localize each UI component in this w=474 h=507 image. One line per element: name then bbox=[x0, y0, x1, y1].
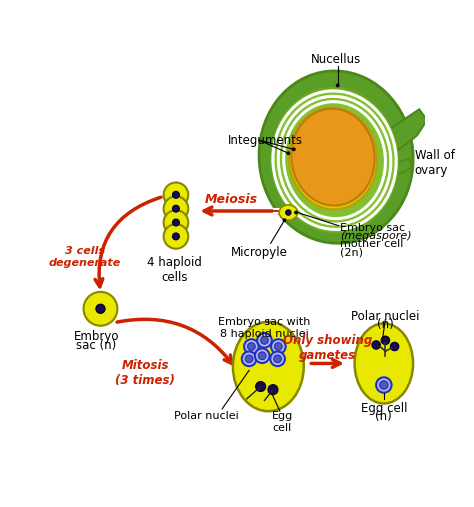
Text: Wall of
ovary: Wall of ovary bbox=[415, 149, 455, 177]
Ellipse shape bbox=[372, 341, 380, 349]
Ellipse shape bbox=[173, 233, 179, 240]
Ellipse shape bbox=[244, 339, 259, 354]
Ellipse shape bbox=[259, 71, 413, 243]
Ellipse shape bbox=[376, 377, 392, 393]
Text: Nucellus: Nucellus bbox=[311, 53, 361, 66]
Text: Egg
cell: Egg cell bbox=[272, 411, 293, 433]
Ellipse shape bbox=[83, 292, 118, 325]
Ellipse shape bbox=[173, 219, 179, 226]
Text: mother cell: mother cell bbox=[340, 239, 403, 249]
Ellipse shape bbox=[391, 342, 399, 351]
Text: Egg cell: Egg cell bbox=[361, 402, 407, 415]
Ellipse shape bbox=[271, 339, 286, 354]
Text: (2n): (2n) bbox=[340, 248, 363, 258]
Text: 4 haploid
cells: 4 haploid cells bbox=[147, 257, 202, 284]
Ellipse shape bbox=[245, 355, 253, 363]
Polygon shape bbox=[389, 159, 411, 174]
Text: Embryo: Embryo bbox=[74, 331, 119, 343]
Text: (megaspore): (megaspore) bbox=[340, 231, 411, 241]
Ellipse shape bbox=[292, 148, 295, 151]
Text: Polar nuclei: Polar nuclei bbox=[174, 411, 239, 421]
Ellipse shape bbox=[273, 355, 282, 363]
Ellipse shape bbox=[164, 196, 188, 221]
Ellipse shape bbox=[283, 219, 286, 222]
Polygon shape bbox=[387, 110, 427, 150]
Ellipse shape bbox=[255, 348, 270, 363]
Ellipse shape bbox=[255, 382, 265, 391]
Ellipse shape bbox=[271, 88, 398, 233]
Text: (n): (n) bbox=[375, 411, 392, 423]
Ellipse shape bbox=[257, 333, 272, 348]
Ellipse shape bbox=[270, 351, 285, 366]
Ellipse shape bbox=[268, 385, 278, 394]
Ellipse shape bbox=[242, 351, 256, 366]
Text: Mitosis
(3 times): Mitosis (3 times) bbox=[115, 358, 175, 387]
Ellipse shape bbox=[286, 210, 291, 215]
Text: Embryo sac with
8 haploid nuclei: Embryo sac with 8 haploid nuclei bbox=[219, 317, 310, 339]
Text: sac (n): sac (n) bbox=[76, 339, 117, 352]
Ellipse shape bbox=[261, 337, 268, 344]
Text: 3 cells
degenerate: 3 cells degenerate bbox=[49, 246, 121, 268]
Ellipse shape bbox=[287, 152, 290, 155]
Ellipse shape bbox=[381, 336, 390, 345]
Ellipse shape bbox=[279, 205, 298, 220]
Text: Integuments: Integuments bbox=[228, 134, 303, 147]
Ellipse shape bbox=[355, 323, 413, 404]
Ellipse shape bbox=[247, 343, 255, 350]
Ellipse shape bbox=[164, 224, 188, 249]
Ellipse shape bbox=[233, 322, 304, 411]
Ellipse shape bbox=[292, 108, 374, 205]
Text: Embryo sac: Embryo sac bbox=[340, 223, 405, 233]
Text: Micropyle: Micropyle bbox=[231, 245, 288, 259]
Ellipse shape bbox=[173, 191, 179, 198]
Ellipse shape bbox=[336, 84, 339, 87]
Text: (n): (n) bbox=[377, 318, 394, 331]
Ellipse shape bbox=[164, 210, 188, 235]
Text: Only showing
gametes: Only showing gametes bbox=[283, 334, 372, 362]
Text: Meiosis: Meiosis bbox=[205, 193, 258, 206]
Ellipse shape bbox=[380, 381, 388, 389]
Ellipse shape bbox=[164, 183, 188, 207]
Ellipse shape bbox=[173, 205, 179, 212]
Ellipse shape bbox=[294, 211, 298, 214]
Text: Polar nuclei: Polar nuclei bbox=[351, 310, 419, 322]
Ellipse shape bbox=[289, 108, 377, 209]
Ellipse shape bbox=[258, 352, 266, 359]
Ellipse shape bbox=[96, 304, 105, 313]
Ellipse shape bbox=[274, 343, 282, 350]
